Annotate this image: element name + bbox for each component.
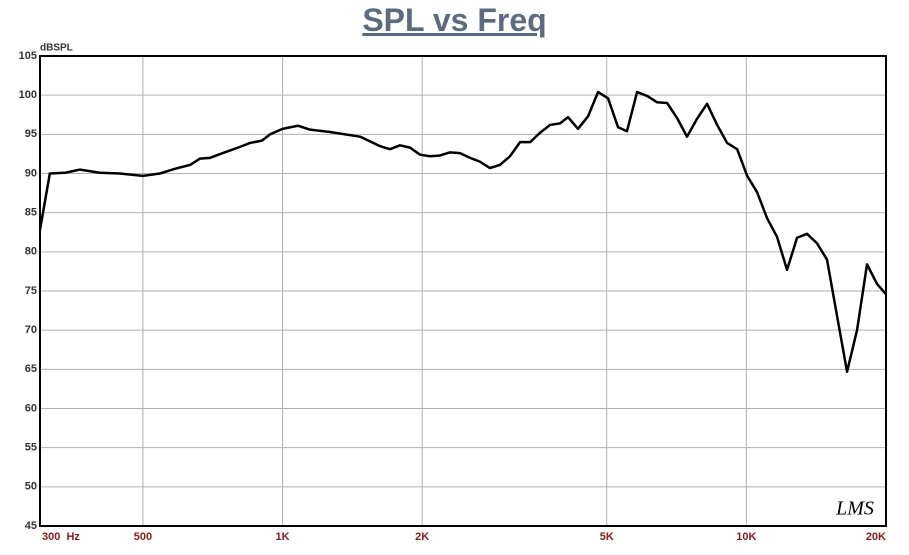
y-tick-label: 70 [25, 324, 37, 336]
watermark: LMS [835, 498, 874, 520]
y-tick-label: 85 [25, 207, 37, 219]
y-tick-label: 80 [25, 246, 37, 258]
y-axis-label: dBSPL [40, 43, 73, 54]
chart-title: SPL vs Freq [362, 2, 547, 38]
y-tick-label: 100 [19, 89, 37, 101]
x-tick-label: 10K [736, 531, 756, 543]
y-tick-label: 45 [25, 520, 37, 532]
x-tick-label: 1K [276, 531, 290, 543]
y-tick-label: 65 [25, 363, 37, 375]
plot-frame [39, 55, 887, 527]
x-tick-label: 20K [866, 531, 886, 543]
y-tick-label: 90 [25, 167, 37, 179]
spl-line [38, 90, 887, 373]
x-tick-label: 2K [415, 531, 429, 543]
y-tick-label: 75 [25, 285, 37, 297]
y-tick-label: 60 [25, 402, 37, 414]
y-tick-label: 50 [25, 481, 37, 493]
x-tick-label: 300 Hz [42, 531, 80, 543]
y-tick-label: 95 [25, 128, 37, 140]
x-tick-label: 500 [134, 531, 152, 543]
x-tick-label: 5K [600, 531, 614, 543]
y-tick-label: 105 [19, 50, 37, 62]
y-tick-label: 55 [25, 442, 37, 454]
